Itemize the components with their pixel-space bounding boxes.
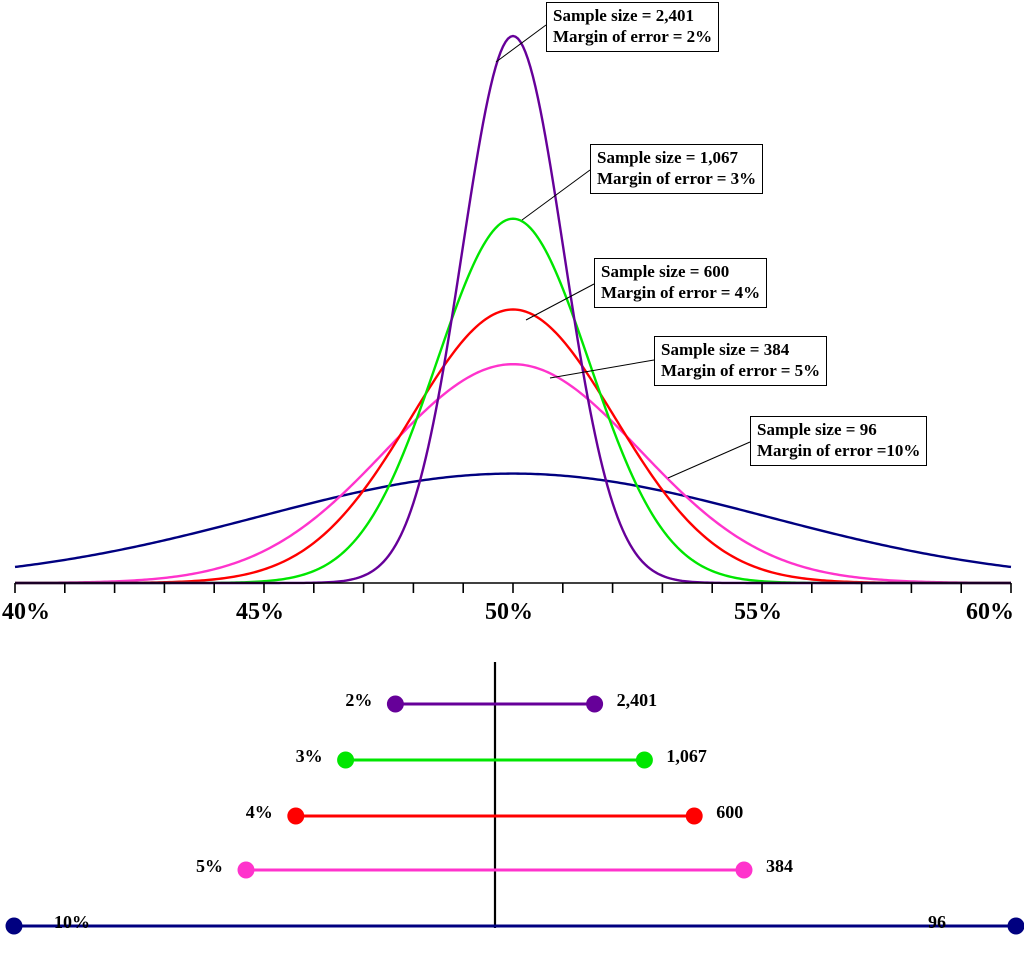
interval-left-label-1: 3% [296, 746, 323, 767]
interval-dot-left-n2401 [387, 696, 404, 713]
callout-leader [522, 170, 590, 220]
callout-leader [550, 360, 654, 378]
curve-n96 [15, 474, 1011, 567]
interval-right-label-3: 384 [766, 856, 793, 877]
interval-dot-left-n384 [238, 862, 255, 879]
callout-line1: Sample size = 2,401 [553, 6, 694, 25]
callout-line2: Margin of error = 5% [661, 361, 820, 380]
callout-line1: Sample size = 96 [757, 420, 877, 439]
callout-line2: Margin of error = 3% [597, 169, 756, 188]
interval-right-label-2: 600 [716, 802, 743, 823]
axis-label-60: 60% [966, 599, 1014, 626]
callout-line1: Sample size = 384 [661, 340, 789, 359]
callout-n1067: Sample size = 1,067 Margin of error = 3% [590, 144, 763, 194]
interval-dot-right-n600 [686, 808, 703, 825]
interval-left-label-0: 2% [345, 690, 372, 711]
callout-n384: Sample size = 384 Margin of error = 5% [654, 336, 827, 386]
axis-label-55: 55% [734, 599, 782, 626]
interval-right-label-4: 96 [928, 912, 946, 933]
interval-left-label-4: 10% [54, 912, 90, 933]
curve-n1067 [15, 219, 1011, 583]
interval-right-label-0: 2,401 [617, 690, 658, 711]
callout-line2: Margin of error =10% [757, 441, 920, 460]
callout-leader [526, 284, 594, 320]
callout-leader [668, 442, 750, 478]
callout-line2: Margin of error = 2% [553, 27, 712, 46]
interval-dot-left-n1067 [337, 752, 354, 769]
axis-label-40: 40% [2, 599, 50, 626]
axis-label-45: 45% [236, 599, 284, 626]
axis-label-50: 50% [485, 599, 533, 626]
interval-dot-left-n96 [6, 918, 23, 935]
interval-left-label-3: 5% [196, 856, 223, 877]
interval-left-label-2: 4% [246, 802, 273, 823]
chart-svg [0, 0, 1024, 968]
interval-right-label-1: 1,067 [666, 746, 707, 767]
interval-dot-right-n2401 [586, 696, 603, 713]
callout-n96: Sample size = 96 Margin of error =10% [750, 416, 927, 466]
callout-line1: Sample size = 600 [601, 262, 729, 281]
callout-line2: Margin of error = 4% [601, 283, 760, 302]
callout-line1: Sample size = 1,067 [597, 148, 738, 167]
interval-dot-right-n96 [1008, 918, 1024, 935]
callout-n2401: Sample size = 2,401 Margin of error = 2% [546, 2, 719, 52]
interval-dot-right-n1067 [636, 752, 653, 769]
interval-dot-right-n384 [736, 862, 753, 879]
callout-n600: Sample size = 600 Margin of error = 4% [594, 258, 767, 308]
interval-dot-left-n600 [287, 808, 304, 825]
